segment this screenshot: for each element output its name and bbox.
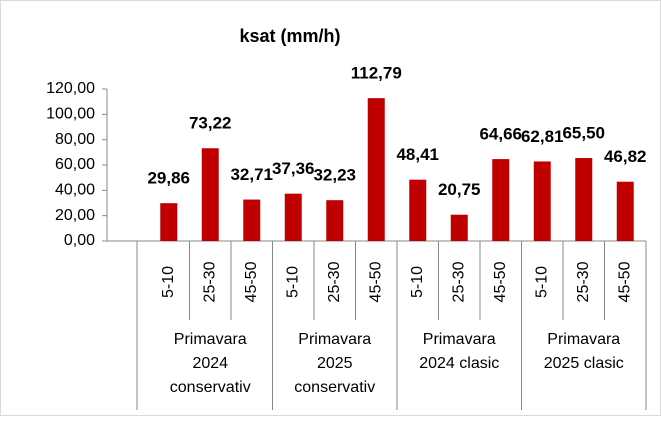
bar <box>533 161 551 241</box>
y-tick-label: 0,00 <box>64 232 95 249</box>
data-label: 112,79 <box>351 64 402 83</box>
group-label: conservativ <box>294 379 375 396</box>
y-tick-label: 120,00 <box>46 80 95 97</box>
bar <box>575 158 593 241</box>
group-label: 2024 clasic <box>419 355 499 372</box>
bar <box>409 179 427 241</box>
x-tick-label: 45-50 <box>367 261 384 302</box>
x-tick-label: 5-10 <box>160 266 177 298</box>
bar <box>616 181 634 241</box>
data-label: 46,82 <box>604 147 647 166</box>
y-tick-label: 40,00 <box>55 182 95 199</box>
y-tick-label: 100,00 <box>46 106 95 123</box>
y-tick-label: 60,00 <box>55 156 95 173</box>
data-label: 64,66 <box>479 125 522 144</box>
x-tick-label: 25-30 <box>450 261 467 302</box>
x-tick-label: 5-10 <box>533 266 550 298</box>
bar <box>367 98 385 242</box>
bar <box>243 199 261 241</box>
x-tick-label: 25-30 <box>326 261 343 302</box>
data-label: 62,81 <box>521 127 564 146</box>
y-tick-label: 80,00 <box>55 131 95 148</box>
data-label: 20,75 <box>438 180 481 199</box>
data-label: 65,50 <box>562 124 605 143</box>
data-label: 32,23 <box>313 166 356 185</box>
x-tick-label: 25-30 <box>201 261 218 302</box>
data-label: 48,41 <box>396 145 439 164</box>
group-label: conservativ <box>170 379 251 396</box>
x-tick-label: 45-50 <box>492 261 509 302</box>
x-tick-label: 5-10 <box>409 266 426 298</box>
x-tick-label: 45-50 <box>243 261 260 302</box>
group-label: Primavara <box>174 331 247 348</box>
data-label: 37,36 <box>272 159 315 178</box>
x-tick-label: 45-50 <box>616 261 633 302</box>
bar <box>160 203 178 241</box>
group-label: 2024 <box>192 355 228 372</box>
y-tick-label: 20,00 <box>55 207 95 224</box>
bar <box>326 200 344 241</box>
chart-title: ksat (mm/h) <box>239 26 340 46</box>
group-label: 2025 clasic <box>544 355 624 372</box>
x-tick-label: 25-30 <box>575 261 592 302</box>
bar <box>284 193 302 241</box>
bar <box>492 159 510 241</box>
group-label: 2025 <box>317 355 353 372</box>
x-tick-label: 5-10 <box>284 266 301 298</box>
data-label: 29,86 <box>147 169 190 188</box>
group-label: Primavara <box>547 331 620 348</box>
group-label: Primavara <box>298 331 371 348</box>
bar <box>201 148 219 241</box>
bar <box>450 214 468 241</box>
data-label: 73,22 <box>189 114 232 133</box>
group-label: Primavara <box>423 331 496 348</box>
data-label: 32,71 <box>230 165 273 184</box>
